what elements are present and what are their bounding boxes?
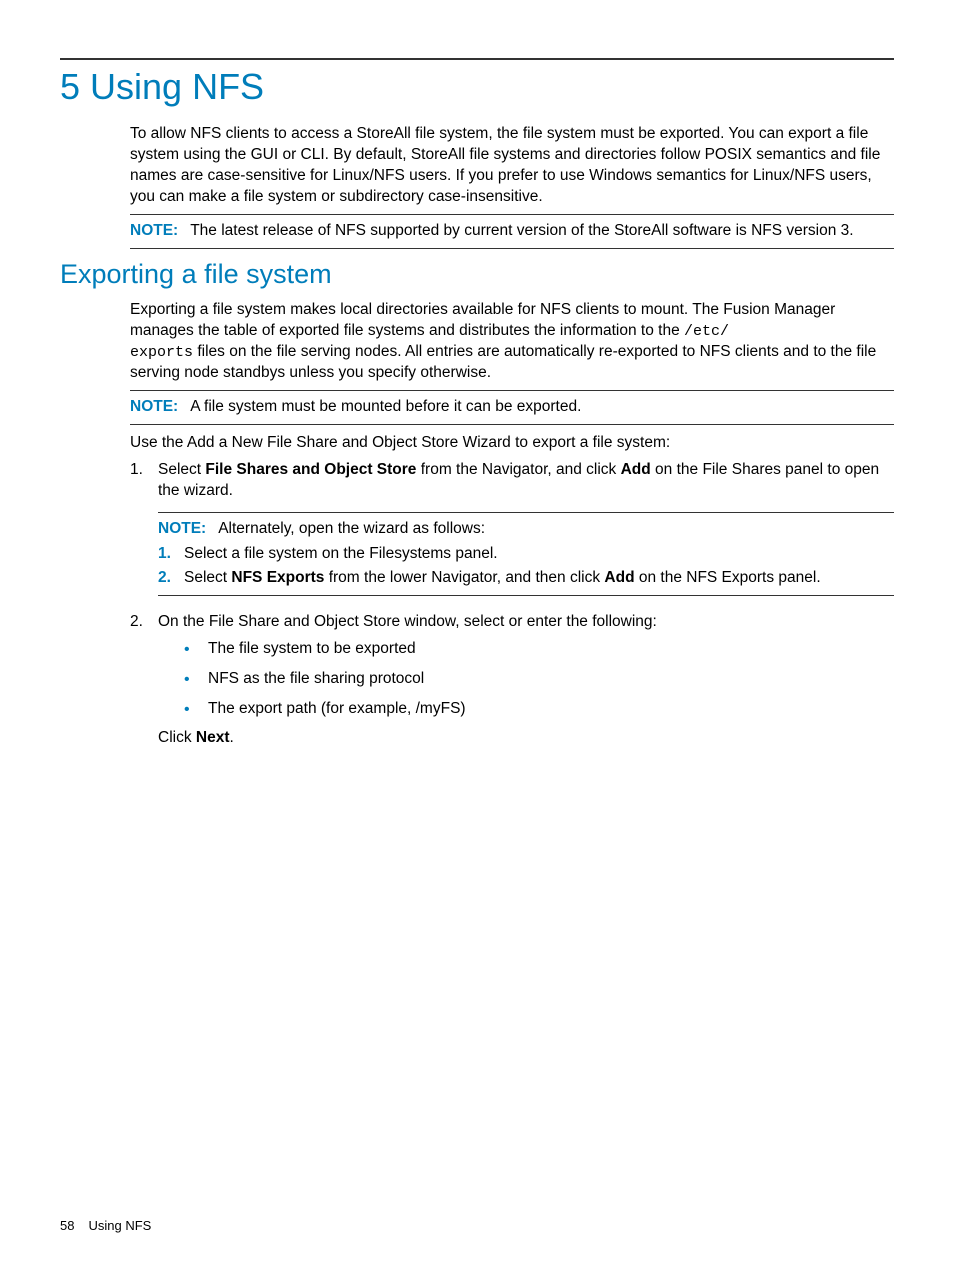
bullet-2-text: NFS as the file sharing protocol	[208, 669, 424, 691]
sub-step-1-num: 1.	[158, 544, 184, 565]
click-next: Click Next.	[158, 728, 894, 749]
sub-step-2-bold1: NFS Exports	[231, 569, 324, 586]
inner-sub-list: 1. Select a file system on the Filesyste…	[158, 544, 894, 590]
note2-label: NOTE:	[130, 398, 178, 415]
note-rule-bottom	[130, 248, 894, 249]
section-title-exporting: Exporting a file system	[60, 259, 894, 290]
note2-rule-bottom	[130, 424, 894, 425]
note-text: The latest release of NFS supported by c…	[190, 222, 853, 239]
sub-step-1: 1. Select a file system on the Filesyste…	[158, 544, 894, 565]
bullet-3: The export path (for example, /myFS)	[184, 699, 894, 721]
sub-step-2-bold2: Add	[604, 569, 634, 586]
step-1-bold2: Add	[621, 461, 651, 478]
inner-note-label: NOTE:	[158, 520, 206, 537]
use-wizard-text: Use the Add a New File Share and Object …	[130, 433, 894, 454]
inner-note-rule-top	[158, 512, 894, 513]
note2-text: A file system must be mounted before it …	[190, 398, 581, 415]
intro-paragraph: To allow NFS clients to access a StoreAl…	[130, 124, 894, 208]
step-2: 2. On the File Share and Object Store wi…	[130, 612, 894, 749]
sub-step-2-content: Select NFS Exports from the lower Naviga…	[184, 568, 894, 589]
page-number: 58	[60, 1218, 74, 1233]
step-2-bullets: The file system to be exported NFS as th…	[184, 639, 894, 720]
sub-step-1-text: Select a file system on the Filesystems …	[184, 544, 894, 565]
step-1-inner-note: NOTE: Alternately, open the wizard as fol…	[158, 512, 894, 597]
step-1-mid: from the Navigator, and click	[416, 461, 620, 478]
export-p1-b: files on the file serving nodes. All ent…	[130, 343, 876, 381]
step-1: 1. Select File Shares and Object Store f…	[130, 460, 894, 603]
sub-step-2-mid: from the lower Navigator, and then click	[324, 569, 604, 586]
note-nfs-version: NOTE: The latest release of NFS supported…	[130, 221, 894, 242]
export-paragraph: Exporting a file system makes local dire…	[130, 300, 894, 384]
sub-step-2-pre: Select	[184, 569, 231, 586]
bullet-3-text: The export path (for example, /myFS)	[208, 699, 466, 721]
sub-step-2-num: 2.	[158, 568, 184, 589]
page-footer: 58 Using NFS	[60, 1218, 151, 1233]
note2-rule-top	[130, 390, 894, 391]
click-next-post: .	[230, 729, 234, 746]
step-1-pre: Select	[158, 461, 205, 478]
export-p1-a: Exporting a file system makes local dire…	[130, 301, 835, 339]
sub-step-2-post: on the NFS Exports panel.	[635, 569, 821, 586]
note-label: NOTE:	[130, 222, 178, 239]
inner-note-rule-bottom	[158, 595, 894, 596]
inner-note-line: NOTE: Alternately, open the wizard as fol…	[158, 519, 894, 540]
note-must-mount: NOTE: A file system must be mounted befor…	[130, 397, 894, 418]
step-2-text: On the File Share and Object Store windo…	[158, 613, 657, 630]
bullet-1: The file system to be exported	[184, 639, 894, 661]
chapter-title: 5 Using NFS	[60, 66, 894, 108]
click-next-pre: Click	[158, 729, 196, 746]
export-p1-mono2: exports	[130, 344, 193, 361]
top-rule	[60, 58, 894, 60]
bullet-2: NFS as the file sharing protocol	[184, 669, 894, 691]
footer-title: Using NFS	[88, 1218, 151, 1233]
steps-list: 1. Select File Shares and Object Store f…	[130, 460, 894, 749]
bullet-1-text: The file system to be exported	[208, 639, 416, 661]
sub-step-2: 2. Select NFS Exports from the lower Nav…	[158, 568, 894, 589]
note-rule-top	[130, 214, 894, 215]
export-p1-mono1: /etc/	[684, 323, 729, 340]
click-next-bold: Next	[196, 729, 230, 746]
step-1-num: 1.	[130, 460, 158, 603]
inner-note-text: Alternately, open the wizard as follows:	[218, 520, 485, 537]
step-2-num: 2.	[130, 612, 158, 749]
step-1-bold1: File Shares and Object Store	[205, 461, 416, 478]
